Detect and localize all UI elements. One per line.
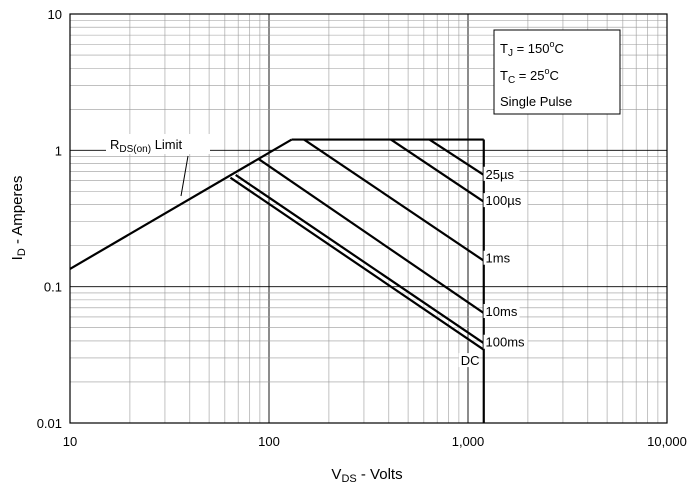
x-tick-labels: 10 100 1,000 10,000 bbox=[63, 434, 687, 449]
x-axis-label: VDS - Volts bbox=[331, 466, 402, 485]
series-line-10ms bbox=[257, 157, 485, 314]
plot-frame bbox=[69, 13, 668, 424]
series-label-background bbox=[483, 304, 520, 319]
series-line-25s bbox=[428, 138, 485, 176]
series-label-dc: DC bbox=[461, 353, 480, 368]
pulse-series bbox=[229, 138, 485, 351]
y-tick-label: 1 bbox=[55, 143, 62, 158]
series-label-background bbox=[483, 166, 520, 181]
y-axis-label: ID - Amperes bbox=[9, 176, 28, 261]
series-label-100ms: 100ms bbox=[486, 335, 526, 350]
x-tick-label: 100 bbox=[258, 434, 280, 449]
pulse-condition: Single Pulse bbox=[500, 94, 572, 109]
x-tick-label: 10 bbox=[63, 434, 77, 449]
x-tick-label: 10,000 bbox=[647, 434, 687, 449]
y-tick-labels: 10 1 0.1 0.01 bbox=[37, 7, 62, 431]
series-label-background bbox=[458, 353, 479, 368]
series-label-background bbox=[483, 193, 528, 208]
series-label-background bbox=[483, 334, 528, 349]
series-line-1ms bbox=[303, 138, 485, 262]
rds-on-limit-label: RDS(on) Limit bbox=[110, 137, 183, 155]
series-line-100ms bbox=[235, 174, 485, 345]
series-label-1ms: 1ms bbox=[486, 251, 511, 266]
conditions-box: TJ = 150oC TC = 25oC Single Pulse bbox=[493, 29, 621, 115]
series-line-dc bbox=[229, 176, 485, 351]
series-line-100s bbox=[390, 138, 485, 203]
rds-on-limit-line bbox=[69, 138, 293, 270]
series-label-100s: 100µs bbox=[486, 193, 522, 208]
tc-condition: TC = 25oC bbox=[500, 66, 559, 86]
y-tick-label: 0.1 bbox=[44, 280, 62, 295]
series-label-25s: 25µs bbox=[486, 167, 515, 182]
rds-on-limit-annotation: RDS(on) Limit bbox=[106, 134, 210, 197]
pulse-series-labels: 25µs 100µs 1ms 10ms 100ms DC bbox=[458, 166, 528, 368]
y-tick-label: 10 bbox=[48, 7, 62, 22]
rds-on-limit-leader bbox=[180, 155, 189, 197]
y-tick-label: 0.01 bbox=[37, 416, 62, 431]
tj-condition: TJ = 150oC bbox=[500, 39, 564, 59]
series-label-background bbox=[483, 250, 512, 265]
x-tick-label: 1,000 bbox=[452, 434, 485, 449]
soa-lines bbox=[69, 138, 485, 423]
series-label-10ms: 10ms bbox=[486, 304, 518, 319]
